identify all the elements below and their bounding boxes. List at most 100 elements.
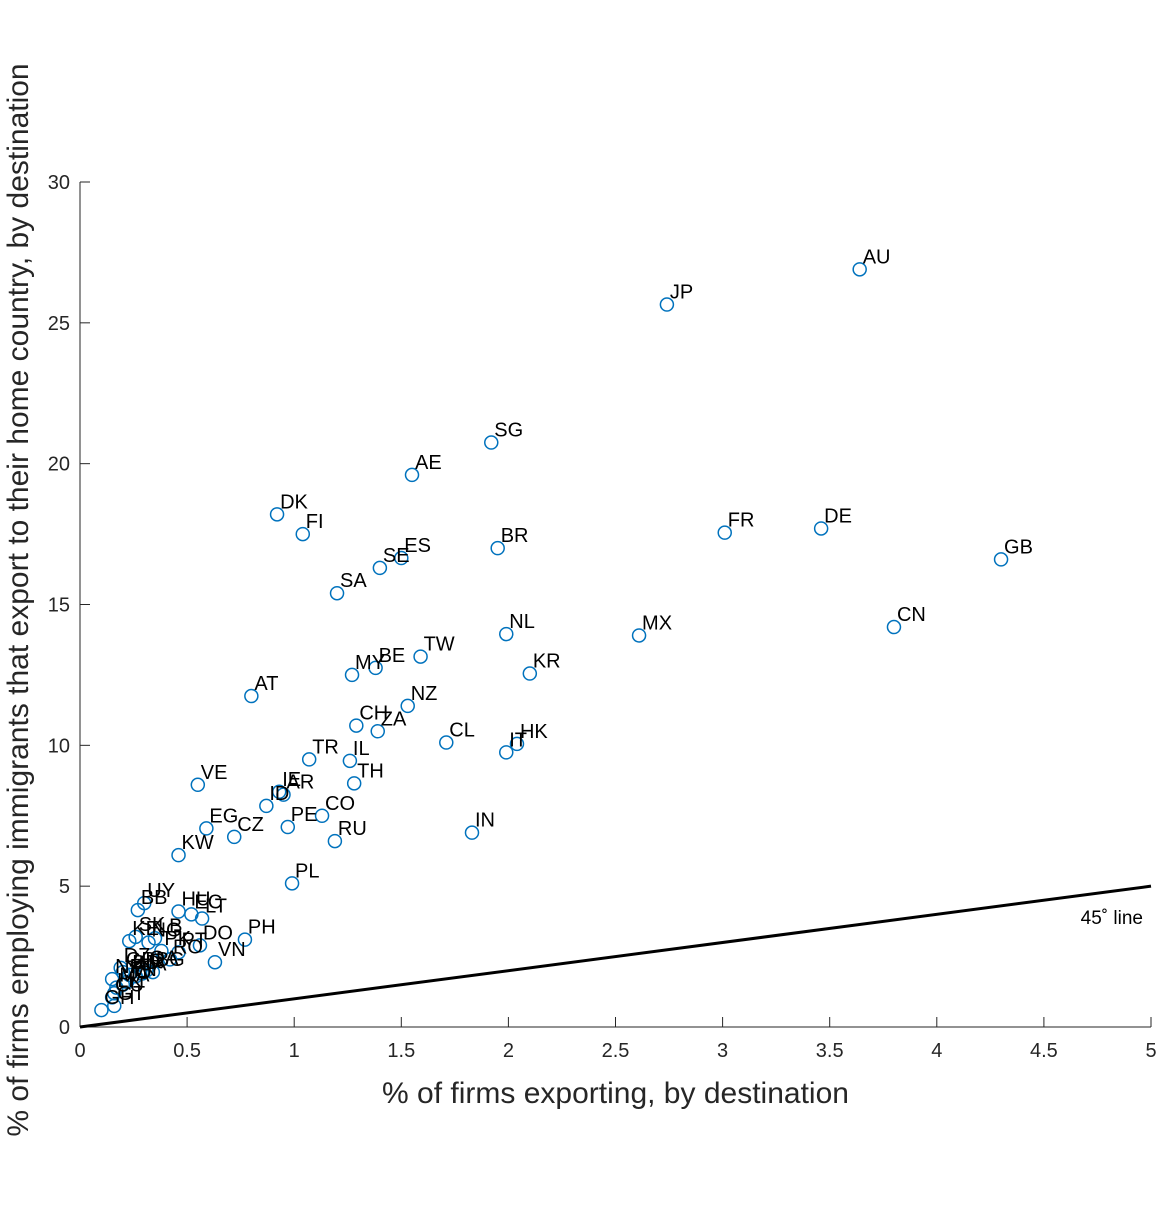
data-point [184, 907, 199, 922]
point-label: VE [201, 762, 228, 784]
data-point [244, 688, 259, 704]
point-label: CZ [237, 814, 264, 836]
point-label: KR [533, 651, 561, 673]
x-tick-label: 3.5 [816, 1040, 844, 1062]
data-point [717, 525, 732, 540]
data-point [226, 829, 242, 845]
data-point [271, 784, 287, 800]
x-tick-label: 0 [74, 1040, 85, 1062]
point-label: UY [147, 880, 175, 902]
data-point [134, 966, 150, 981]
point-label: CN [897, 604, 926, 626]
point-label: SK [139, 914, 166, 936]
point-label: RO [173, 936, 203, 958]
data-point [509, 736, 525, 752]
point-label: SE [383, 545, 410, 567]
data-point [259, 798, 274, 814]
data-point [154, 943, 169, 959]
data-point [394, 550, 409, 566]
x-tick-label: 1 [289, 1040, 300, 1062]
point-label: LT [205, 896, 227, 918]
point-label: KE [132, 918, 159, 940]
point-label: GB [1004, 536, 1033, 558]
point-label: IL [353, 738, 370, 760]
point-label: PL [295, 860, 319, 882]
point-label: TH [357, 760, 384, 782]
point-label: PE [291, 804, 318, 826]
point-label: ID [269, 783, 289, 805]
data-point [162, 952, 178, 967]
data-point [993, 552, 1009, 567]
y-tick-label: 25 [48, 313, 70, 335]
y-tick-label: 10 [48, 735, 70, 757]
point-label: BR [501, 525, 529, 547]
data-point [115, 977, 131, 992]
point-label: IR [145, 950, 165, 972]
data-point [107, 998, 122, 1014]
point-label: TN [130, 959, 157, 981]
point-label: AE [415, 452, 442, 474]
data-point [207, 954, 223, 970]
point-label: JO [126, 962, 152, 984]
point-label: PT [182, 929, 208, 951]
data-point [192, 938, 208, 953]
y-axis-label: % of firms employing immigrants that exp… [2, 63, 35, 1136]
data-point [130, 902, 146, 918]
x-tick-label: 4 [931, 1040, 942, 1062]
point-label: FR [728, 510, 755, 532]
data-point [122, 933, 137, 949]
reference-line-45 [79, 884, 1152, 1029]
x-tick-label: 3 [717, 1040, 728, 1062]
data-point [813, 521, 829, 536]
point-label: SG [494, 420, 523, 442]
point-label: HU [182, 889, 211, 911]
data-point [349, 718, 364, 733]
point-label: MA [119, 965, 150, 987]
data-point [346, 776, 362, 791]
point-label: NZ [411, 683, 438, 705]
point-label: UA [139, 953, 167, 975]
point-label: PK [164, 928, 191, 950]
point-label: BB [141, 887, 168, 909]
data-point [171, 945, 186, 960]
data-point [139, 963, 154, 978]
point-label: BG [156, 949, 185, 971]
point-label: DE [824, 505, 852, 527]
data-point [370, 724, 385, 739]
data-point [404, 467, 420, 483]
point-label: JP [670, 282, 693, 304]
data-point [199, 821, 214, 836]
point-label: SA [340, 570, 367, 592]
y-tick-label: 15 [48, 595, 70, 617]
point-label: CH [359, 703, 388, 725]
data-point [329, 585, 345, 601]
point-label: BE [379, 645, 406, 667]
data-point [499, 626, 514, 642]
point-label: CL [449, 720, 475, 742]
point-label: NP [115, 956, 143, 978]
data-point [276, 787, 291, 802]
y-tick-label: 0 [59, 1017, 70, 1039]
data-point [499, 745, 514, 760]
data-point [269, 507, 285, 522]
point-label: AT [254, 673, 278, 695]
data-point [295, 526, 311, 542]
point-label: CO [325, 793, 355, 815]
data-point [368, 660, 383, 676]
data-point [344, 667, 360, 683]
data-point [439, 735, 454, 750]
data-point [631, 628, 647, 643]
point-label: LK [117, 970, 142, 992]
point-label: DK [280, 491, 308, 513]
point-label: TR [312, 736, 339, 758]
data-point [119, 974, 135, 990]
y-tick-label: 30 [48, 172, 70, 194]
point-label: GR [126, 949, 156, 971]
data-point [171, 847, 186, 863]
data-point [190, 777, 206, 793]
point-label: RU [338, 818, 367, 840]
data-point [659, 297, 675, 312]
x-tick-label: 2.5 [602, 1040, 630, 1062]
